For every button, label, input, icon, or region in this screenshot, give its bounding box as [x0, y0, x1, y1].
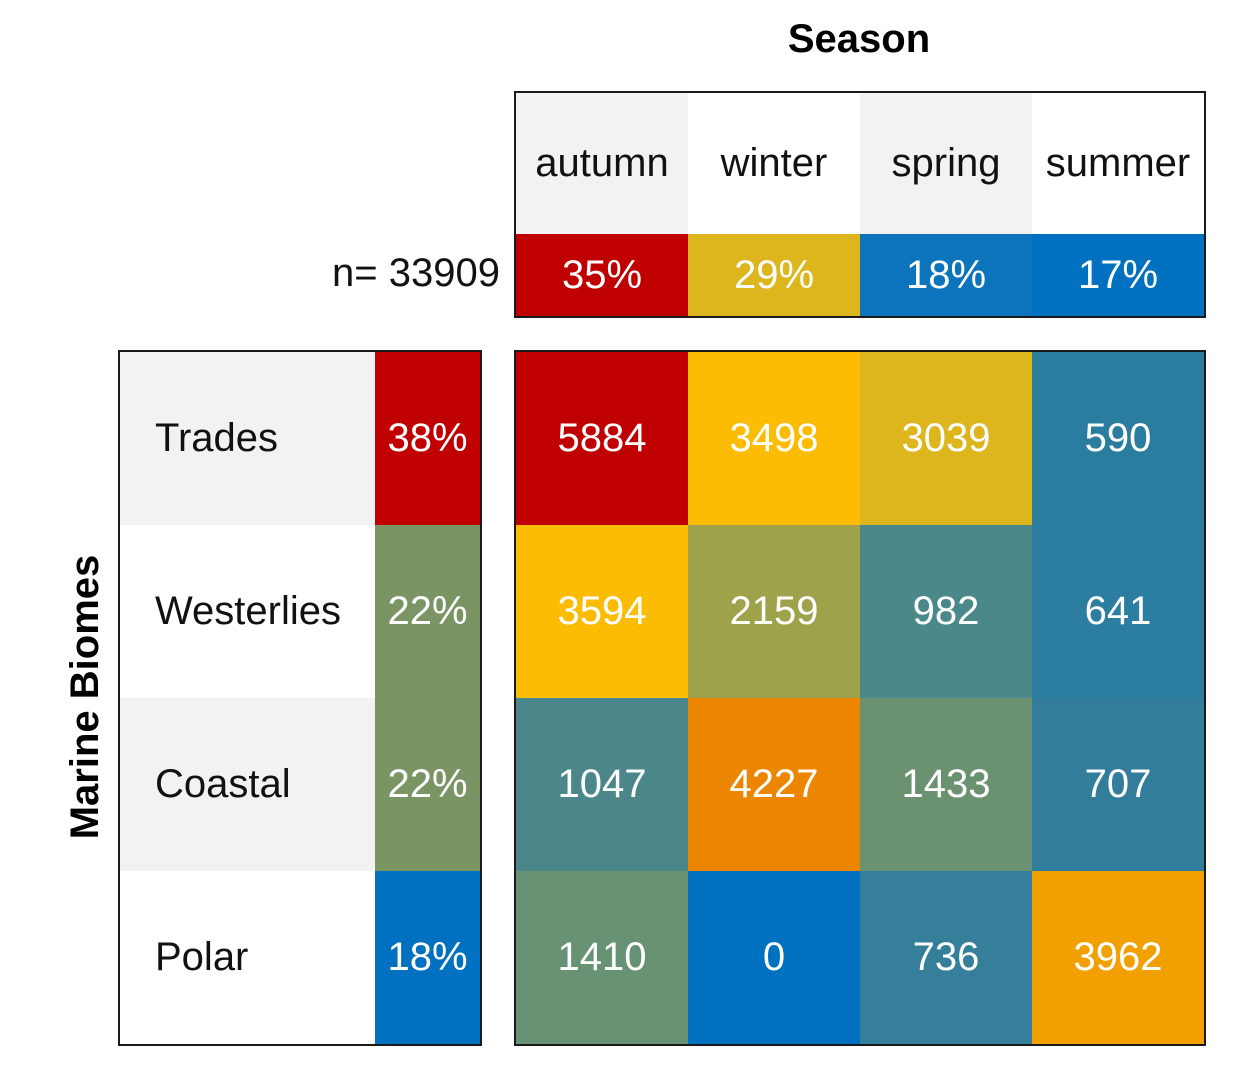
heatmap-cell: 590 — [1032, 352, 1204, 525]
season-header-summer: summer — [1032, 93, 1204, 234]
biome-percent-trades: 38% — [375, 352, 480, 525]
season-percent-autumn: 35% — [516, 234, 688, 316]
heatmap-cell: 2159 — [688, 525, 860, 698]
season-header-spring: spring — [860, 93, 1032, 234]
biome-label-coastal: Coastal — [120, 698, 375, 871]
season-percent-spring: 18% — [860, 234, 1032, 316]
heatmap-cell: 3498 — [688, 352, 860, 525]
heatmap-cell: 707 — [1032, 698, 1204, 871]
heatmap-cell: 3594 — [516, 525, 688, 698]
biome-percent-coastal: 22% — [375, 698, 480, 871]
heatmap-cell: 3962 — [1032, 871, 1204, 1044]
sample-size-label: n= 33909 — [332, 251, 500, 295]
y-axis-label: Marine Biomes — [63, 554, 107, 840]
heatmap-cell: 641 — [1032, 525, 1204, 698]
season-summary-table: autumn winter spring summer 35% 29% 18% 17% — [514, 91, 1206, 318]
heatmap-cell: 3039 — [860, 352, 1032, 525]
heatmap-cell: 1433 — [860, 698, 1032, 871]
heatmap-cell: 982 — [860, 525, 1032, 698]
season-header-winter: winter — [688, 93, 860, 234]
season-percent-summer: 17% — [1032, 234, 1204, 316]
heatmap-cell: 736 — [860, 871, 1032, 1044]
biome-label-westerlies: Westerlies — [120, 525, 375, 698]
season-header-autumn: autumn — [516, 93, 688, 234]
season-percent-winter: 29% — [688, 234, 860, 316]
heatmap-cell: 1410 — [516, 871, 688, 1044]
biome-percent-westerlies: 22% — [375, 525, 480, 698]
y-axis-label-container: Marine Biomes — [40, 350, 130, 1044]
heatmap-cell: 0 — [688, 871, 860, 1044]
heatmap-cell: 5884 — [516, 352, 688, 525]
heatmap-cell: 1047 — [516, 698, 688, 871]
biome-percent-polar: 18% — [375, 871, 480, 1044]
heatmap-cell: 4227 — [688, 698, 860, 871]
chart-title: Season — [787, 17, 931, 61]
biome-label-polar: Polar — [120, 871, 375, 1044]
heatmap-matrix: 5884 3498 3039 590 3594 2159 982 641 1047 4227 143… — [514, 350, 1206, 1046]
biome-summary-table: Trades 38% Westerlies 22% Coastal 22% Polar 18% — [118, 350, 482, 1046]
biome-label-trades: Trades — [120, 352, 375, 525]
